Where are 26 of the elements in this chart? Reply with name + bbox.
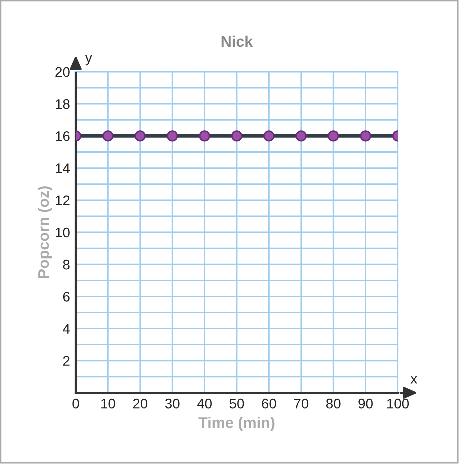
y-axis-title: Popcorn (oz) [38, 186, 52, 278]
y-tick-label: 20 [56, 67, 70, 78]
x-tick-label: 50 [230, 398, 244, 409]
x-tick-label: 40 [197, 398, 212, 409]
x-tick-label: 100 [387, 398, 410, 409]
y-tick-label: 2 [63, 356, 70, 366]
chart-title: Nick [222, 36, 254, 48]
x-tick-label: 20 [133, 398, 148, 409]
x-tick-label: 80 [326, 398, 341, 409]
y-tick-label: 18 [56, 99, 70, 110]
x-tick-label: 10 [102, 398, 116, 409]
x-tick-label: 60 [262, 398, 276, 409]
x-tick-label: 0 [72, 398, 80, 409]
y-tick-label: 8 [63, 260, 70, 270]
x-tick-label: 90 [358, 398, 373, 409]
y-tick-label: 12 [56, 196, 70, 206]
text: y [85, 55, 92, 66]
y-tick-label: 6 [63, 292, 70, 302]
y-tick-label: 10 [56, 228, 70, 238]
y-tick-label: 14 [56, 164, 70, 174]
text: x [410, 376, 418, 384]
x-tick-label: 30 [165, 398, 180, 409]
y-tick-label: 4 [63, 324, 70, 334]
y-tick-label: 16 [56, 132, 70, 142]
x-axis-title: Time (min) [198, 417, 275, 432]
x-tick-label: 70 [294, 398, 309, 409]
